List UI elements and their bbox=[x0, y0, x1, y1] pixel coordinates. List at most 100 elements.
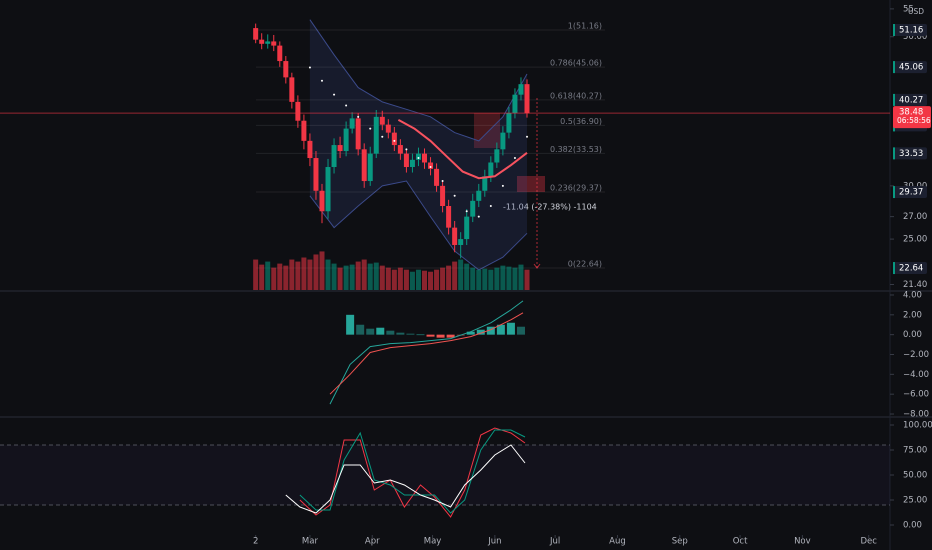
histogram-bar bbox=[366, 328, 375, 335]
volume-bar bbox=[313, 254, 319, 290]
candle-body bbox=[440, 185, 446, 207]
measure-annotation: -11.04 (-27.38%) -1104 bbox=[503, 203, 597, 212]
y-tick-label: 25.00 bbox=[903, 496, 927, 506]
volume-bar bbox=[415, 269, 421, 290]
fib-badge-label: 45.06 bbox=[899, 63, 923, 73]
fib-label: 0.618(40.27) bbox=[550, 91, 602, 100]
fib-label: 0.382(33.53) bbox=[550, 145, 602, 154]
x-tick-label: Jun bbox=[487, 537, 501, 547]
volume-bar bbox=[446, 265, 452, 290]
candle-body bbox=[313, 158, 319, 191]
stoch-line bbox=[299, 429, 526, 514]
x-tick-label: May bbox=[424, 537, 442, 547]
histogram-bar bbox=[346, 314, 355, 335]
candle-body bbox=[524, 84, 530, 114]
y-tick-label: 0.00 bbox=[903, 521, 922, 531]
signal-line bbox=[329, 312, 524, 395]
y-tick-label: 25.00 bbox=[903, 235, 927, 245]
sar-dot bbox=[465, 210, 468, 213]
y-tick-label: 50.00 bbox=[903, 471, 927, 481]
histogram-bar bbox=[376, 327, 385, 335]
volume-bar bbox=[391, 269, 397, 290]
macd-line bbox=[329, 300, 524, 405]
histogram-bar bbox=[476, 329, 485, 335]
y-tick-label: 27.00 bbox=[903, 212, 927, 222]
y-tick-label: 0.00 bbox=[903, 330, 922, 340]
candle-body bbox=[464, 216, 470, 240]
fib-badge bbox=[893, 147, 927, 160]
fib-badge-label: 22.64 bbox=[899, 264, 923, 274]
volume-bar bbox=[253, 259, 259, 290]
candle-body bbox=[428, 162, 434, 169]
candle-body bbox=[361, 149, 367, 182]
volume-bar bbox=[379, 265, 385, 290]
fib-badge-mark bbox=[893, 93, 895, 106]
sar-dot bbox=[381, 135, 384, 138]
candle-body bbox=[319, 190, 325, 212]
fib-badge bbox=[893, 186, 927, 199]
current-price-label: 38.48 bbox=[899, 108, 923, 118]
position-box bbox=[474, 113, 500, 148]
y-tick-label: 100.00 bbox=[903, 421, 932, 431]
candle-body bbox=[307, 140, 313, 159]
sar-dot bbox=[441, 180, 444, 183]
volume-bar bbox=[488, 269, 494, 290]
fib-badge bbox=[893, 93, 927, 106]
volume-bar bbox=[476, 269, 482, 290]
candle-body bbox=[385, 124, 391, 133]
candle-body bbox=[391, 132, 397, 146]
volume-bar bbox=[343, 265, 349, 290]
fib-badge bbox=[893, 24, 927, 37]
fib-badge-mark bbox=[893, 147, 895, 160]
sar-dot bbox=[513, 157, 516, 160]
volume-bar bbox=[349, 264, 355, 290]
candle-body bbox=[265, 41, 271, 44]
volume-bar bbox=[428, 271, 434, 290]
currency: USD bbox=[908, 7, 924, 16]
candle-body bbox=[301, 120, 307, 141]
fib-badge bbox=[893, 262, 927, 275]
candle-body bbox=[446, 206, 452, 228]
histogram-bar bbox=[436, 334, 445, 338]
candle-body bbox=[494, 149, 500, 163]
candle-body bbox=[482, 176, 488, 191]
candle-body bbox=[488, 162, 494, 177]
histogram-bar bbox=[396, 332, 405, 335]
fib-label: 0.236(29.37) bbox=[550, 184, 602, 193]
fib-badge-mark bbox=[893, 262, 895, 275]
volume-bar bbox=[271, 267, 277, 290]
measure-arrow bbox=[533, 263, 541, 269]
moving-average bbox=[397, 119, 528, 180]
stoch-line bbox=[299, 427, 526, 518]
band-lower bbox=[309, 180, 528, 271]
fib-badge bbox=[893, 61, 927, 74]
histogram-bar bbox=[426, 334, 435, 337]
volume-bar bbox=[277, 263, 283, 290]
volume-bar bbox=[440, 267, 446, 290]
volume-bar bbox=[289, 259, 295, 290]
candle-body bbox=[325, 167, 331, 212]
volume-bar bbox=[265, 261, 271, 290]
x-tick-label: Aug bbox=[609, 537, 626, 547]
sar-dot bbox=[405, 148, 408, 151]
y-tick-label: −2.00 bbox=[903, 350, 929, 360]
sar-dot bbox=[369, 127, 372, 130]
volume-bar bbox=[482, 268, 488, 290]
candle-body bbox=[500, 132, 506, 150]
volume-bar bbox=[397, 267, 403, 290]
sar-dot bbox=[501, 184, 504, 187]
volume-bar bbox=[518, 264, 524, 290]
volume-bar bbox=[434, 269, 440, 290]
x-tick-label: Oct bbox=[733, 537, 748, 547]
y-tick-label: 4.00 bbox=[903, 290, 922, 300]
volume-bar bbox=[385, 267, 391, 290]
fib-badge-mark bbox=[893, 61, 895, 74]
candle-body bbox=[379, 116, 385, 125]
candle-body bbox=[253, 28, 259, 40]
sar-dot bbox=[477, 215, 480, 218]
volume-bar bbox=[409, 271, 415, 290]
sar-dot bbox=[453, 194, 456, 197]
candle-body bbox=[343, 128, 349, 152]
fib-badge-label: 51.16 bbox=[899, 26, 923, 36]
